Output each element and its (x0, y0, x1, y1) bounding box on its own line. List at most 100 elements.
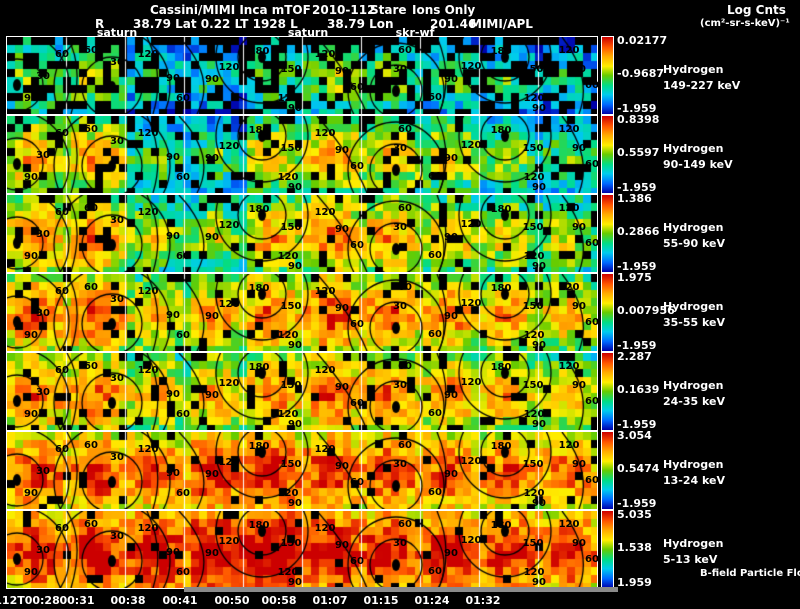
contour-label-120: 120 (137, 286, 159, 297)
contour-label-30: 30 (36, 150, 50, 161)
contour-label-60: 60 (428, 329, 442, 340)
contour-label-60: 60 (350, 477, 364, 488)
contour-label-90: 90 (444, 74, 458, 85)
contour-label-120: 120 (137, 207, 159, 218)
contour-label-120: 120 (558, 519, 580, 530)
row-species-label: Hydrogen (663, 221, 724, 234)
contour-label-120: 120 (460, 298, 482, 309)
contour-label-30: 30 (110, 136, 124, 147)
heatmap-row-90-149-keV: 30 60 90 60 30 120 90 60 90 120 180 150 120 90 120 90 60… (6, 115, 599, 194)
contour-label-90: 90 (205, 74, 219, 85)
event-marker-saturn: saturn (287, 26, 329, 39)
time-axis-label-2: 00:38 (110, 594, 146, 607)
contour-label-120: 120 (314, 49, 336, 60)
contour-label-30: 30 (393, 222, 407, 233)
heatmap-row-35-55-keV: 30 60 90 60 30 120 90 60 90 120 180 150 120 90 120 90 60… (6, 273, 599, 352)
contour-label-60: 60 (176, 330, 190, 341)
row-species-label: Hydrogen (663, 379, 724, 392)
contour-label-60: 60 (84, 45, 98, 56)
row-energy-label: 35-55 keV (663, 316, 726, 329)
contour-label-90: 90 (444, 232, 458, 243)
contour-label-60: 60 (585, 159, 599, 170)
contour-label-180: 180 (490, 283, 512, 294)
contour-label-30: 30 (36, 387, 50, 398)
contour-label-180: 180 (248, 520, 270, 531)
contour-label-180: 180 (248, 283, 270, 294)
contour-label-120: 120 (523, 488, 545, 499)
contour-label-60: 60 (398, 519, 412, 530)
colorbar (601, 194, 614, 273)
colorbar-tick-mid: 1.538 (617, 541, 652, 554)
contour-label-150: 150 (280, 64, 302, 75)
contour-label-150: 150 (280, 380, 302, 391)
contour-label-90: 90 (24, 93, 38, 104)
contour-label-90: 90 (335, 540, 349, 551)
contour-label-120: 120 (218, 62, 240, 73)
contour-label-90: 90 (572, 222, 586, 233)
contour-label-60: 60 (55, 444, 69, 455)
contour-label-120: 120 (460, 456, 482, 467)
contour-label-30: 30 (110, 452, 124, 463)
contour-label-150: 150 (522, 459, 544, 470)
contour-label-30: 30 (393, 64, 407, 75)
colorbar-tick-mid: -0.9687 (617, 67, 665, 80)
contour-label-90: 90 (166, 468, 180, 479)
contour-label-120: 120 (558, 361, 580, 372)
contour-label-60: 60 (176, 567, 190, 578)
heatmap-canvas (7, 353, 597, 430)
event-marker-skr-wf: skr-wf (395, 26, 435, 39)
colorbar-tick-mid: 0.5597 (617, 146, 660, 159)
contour-label-90: 90 (24, 172, 38, 183)
contour-label-150: 150 (522, 380, 544, 391)
contour-label-30: 30 (393, 301, 407, 312)
contour-label-120: 120 (218, 141, 240, 152)
contour-label-120: 120 (314, 523, 336, 534)
contour-label-60: 60 (55, 523, 69, 534)
colorbar-tick-mid: 0.007956 (617, 304, 675, 317)
ephemeris-token-3: 201.46 (430, 17, 477, 31)
heatmap-canvas (7, 195, 597, 272)
contour-label-30: 30 (110, 215, 124, 226)
contour-label-120: 120 (314, 207, 336, 218)
heatmap-row-149-227-keV: 30 60 90 60 30 120 90 60 90 120 180 150 120 90 120 90 60… (6, 36, 599, 115)
contour-label-120: 120 (523, 172, 545, 183)
contour-label-30: 30 (393, 143, 407, 154)
contour-label-60: 60 (350, 240, 364, 251)
colorbar-tick-mid: 0.1639 (617, 383, 660, 396)
contour-label-90: 90 (288, 577, 302, 588)
contour-label-180: 180 (490, 520, 512, 531)
contour-label-120: 120 (558, 203, 580, 214)
contour-label-180: 180 (248, 125, 270, 136)
contour-label-60: 60 (585, 317, 599, 328)
contour-label-150: 150 (522, 301, 544, 312)
time-range-bar[interactable] (184, 587, 618, 592)
contour-label-120: 120 (523, 93, 545, 104)
contour-label-120: 120 (137, 444, 159, 455)
colorbar-tick-min: -1.959 (617, 418, 657, 431)
species-label: Ions Only (412, 3, 476, 17)
contour-label-60: 60 (176, 251, 190, 262)
contour-label-120: 120 (460, 377, 482, 388)
heatmap-canvas (7, 511, 597, 588)
contour-label-90: 90 (24, 488, 38, 499)
ephemeris-token-2: 38.79 Lon (327, 17, 394, 31)
contour-label-90: 90 (288, 419, 302, 430)
contour-label-60: 60 (428, 408, 442, 419)
heatmap-row-24-35-keV: 30 60 90 60 30 120 90 60 90 120 180 150 120 90 120 90 60… (6, 352, 599, 431)
row-species-label: Hydrogen (663, 63, 724, 76)
contour-label-150: 150 (280, 222, 302, 233)
heatmap-canvas (7, 37, 597, 114)
contour-label-90: 90 (532, 103, 546, 114)
heatmap-canvas (7, 432, 597, 509)
contour-label-60: 60 (428, 250, 442, 261)
contour-label-60: 60 (585, 80, 599, 91)
contour-label-120: 120 (277, 172, 299, 183)
contour-label-60: 60 (428, 566, 442, 577)
contour-label-180: 180 (490, 362, 512, 373)
contour-label-90: 90 (288, 182, 302, 193)
contour-label-60: 60 (428, 487, 442, 498)
contour-label-60: 60 (398, 440, 412, 451)
heatmap-row-13-24-keV: 30 60 90 60 30 120 90 60 90 120 180 150 120 90 120 90 60… (6, 431, 599, 510)
colorbar-tick-max: 2.287 (617, 350, 652, 363)
row-species-label: Hydrogen (663, 537, 724, 550)
